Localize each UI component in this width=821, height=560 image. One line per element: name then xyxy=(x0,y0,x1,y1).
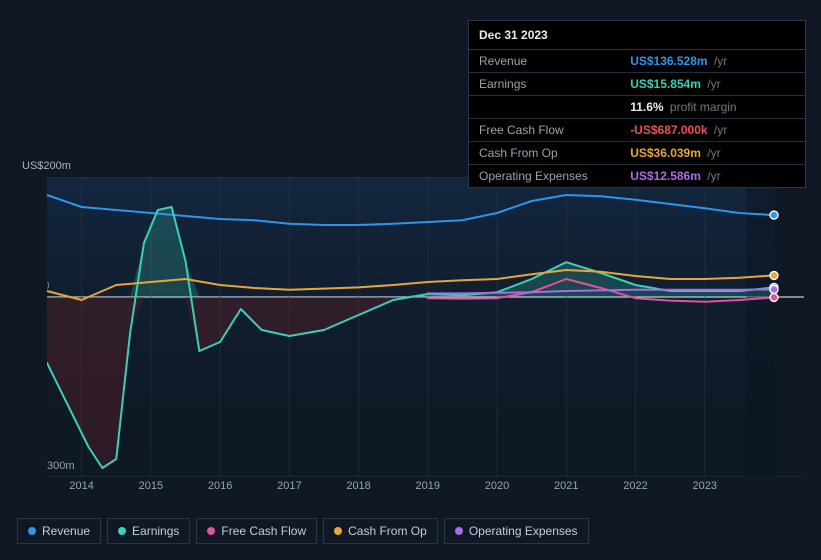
legend-label: Cash From Op xyxy=(348,524,427,538)
x-axis-tick: 2016 xyxy=(208,480,232,492)
tooltip-row: Operating ExpensesUS$12.586m /yr xyxy=(469,165,805,188)
tooltip-metric-value: US$36.039m /yr xyxy=(620,142,805,165)
tooltip-table: RevenueUS$136.528m /yrEarningsUS$15.854m… xyxy=(469,50,805,187)
tooltip-metric-value: -US$687.000k /yr xyxy=(620,119,805,142)
tooltip-metric-label xyxy=(469,96,620,119)
tooltip-date: Dec 31 2023 xyxy=(469,21,805,50)
legend-item-cash-from-op[interactable]: Cash From Op xyxy=(323,518,438,544)
legend-label: Free Cash Flow xyxy=(221,524,306,538)
legend-item-earnings[interactable]: Earnings xyxy=(107,518,190,544)
hover-tooltip: Dec 31 2023 RevenueUS$136.528m /yrEarnin… xyxy=(468,20,806,188)
tooltip-metric-value: US$12.586m /yr xyxy=(620,165,805,188)
x-axis-tick: 2022 xyxy=(623,480,647,492)
tooltip-metric-value: US$15.854m /yr xyxy=(620,73,805,96)
chart-svg xyxy=(17,177,804,477)
legend-item-operating-expenses[interactable]: Operating Expenses xyxy=(444,518,589,544)
legend-item-free-cash-flow[interactable]: Free Cash Flow xyxy=(196,518,317,544)
legend-label: Earnings xyxy=(132,524,179,538)
legend-label: Operating Expenses xyxy=(469,524,578,538)
tooltip-metric-value: 11.6% profit margin xyxy=(620,96,805,119)
tooltip-metric-value: US$136.528m /yr xyxy=(620,50,805,73)
y-axis-label-top: US$200m xyxy=(22,160,71,172)
tooltip-row: Cash From OpUS$36.039m /yr xyxy=(469,142,805,165)
legend-dot-icon xyxy=(118,527,126,535)
x-axis-tick: 2023 xyxy=(693,480,717,492)
x-axis-tick: 2019 xyxy=(416,480,440,492)
legend-dot-icon xyxy=(207,527,215,535)
x-axis-tick: 2014 xyxy=(69,480,93,492)
legend-label: Revenue xyxy=(42,524,90,538)
tooltip-metric-label: Operating Expenses xyxy=(469,165,620,188)
x-axis-tick: 2021 xyxy=(554,480,578,492)
tooltip-row: EarningsUS$15.854m /yr xyxy=(469,73,805,96)
x-axis-tick: 2020 xyxy=(485,480,509,492)
legend-dot-icon xyxy=(334,527,342,535)
chart-legend: Revenue Earnings Free Cash Flow Cash From O… xyxy=(17,518,589,544)
tooltip-metric-label: Cash From Op xyxy=(469,142,620,165)
x-axis-tick: 2015 xyxy=(139,480,163,492)
x-axis-tick: 2017 xyxy=(277,480,301,492)
tooltip-metric-label: Revenue xyxy=(469,50,620,73)
financial-chart-panel: US$200m US$0 -US$300m 201420152016201720… xyxy=(0,0,821,560)
tooltip-metric-label: Earnings xyxy=(469,73,620,96)
tooltip-row: Free Cash Flow-US$687.000k /yr xyxy=(469,119,805,142)
x-axis-tick: 2018 xyxy=(346,480,370,492)
tooltip-row: RevenueUS$136.528m /yr xyxy=(469,50,805,73)
tooltip-metric-label: Free Cash Flow xyxy=(469,119,620,142)
legend-dot-icon xyxy=(28,527,36,535)
legend-item-revenue[interactable]: Revenue xyxy=(17,518,101,544)
chart-plot-region[interactable] xyxy=(17,177,804,477)
legend-dot-icon xyxy=(455,527,463,535)
tooltip-row: 11.6% profit margin xyxy=(469,96,805,119)
